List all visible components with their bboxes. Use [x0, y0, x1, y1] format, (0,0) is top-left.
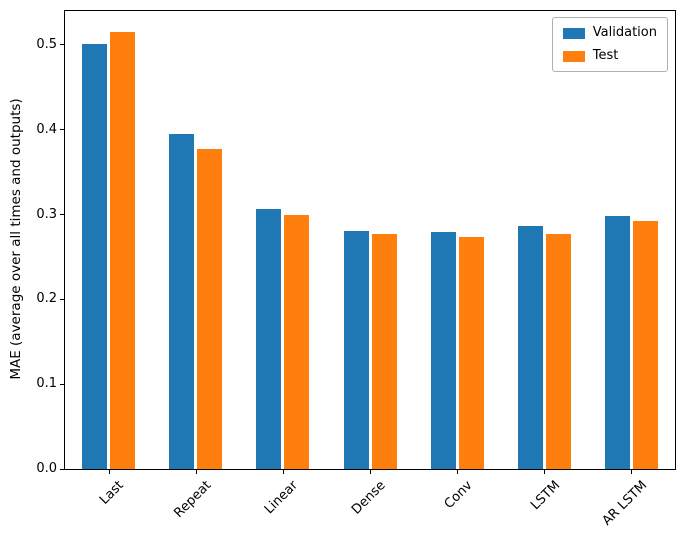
bar-validation-linear — [256, 209, 282, 469]
x-tick-mark — [108, 470, 110, 474]
x-tick-mark — [195, 470, 197, 474]
x-tick-mark — [544, 470, 546, 474]
x-tick-label: Conv — [441, 478, 476, 512]
bar-test-lstm — [545, 234, 571, 469]
legend: Validation Test — [551, 17, 668, 72]
y-tick-label: 0.2 — [36, 291, 57, 307]
legend-swatch-validation — [562, 27, 585, 39]
bar-validation-conv — [430, 231, 456, 469]
plot-area: Validation Test — [64, 10, 676, 470]
y-tick-label: 0.3 — [36, 206, 57, 222]
bar-test-conv — [458, 236, 484, 469]
x-tick-label: Repeat — [171, 478, 215, 521]
bar-validation-last — [82, 44, 108, 469]
legend-item: Test — [562, 48, 657, 63]
legend-item: Validation — [562, 25, 657, 40]
y-tick-mark — [60, 214, 64, 216]
x-tick-label: AR LSTM — [599, 478, 651, 529]
x-tick-mark — [631, 470, 633, 474]
x-tick-label: Last — [97, 478, 128, 508]
bar-test-dense — [371, 234, 397, 469]
x-tick-label: Linear — [262, 478, 302, 518]
bar-test-linear — [284, 215, 310, 469]
x-tick-mark — [457, 470, 459, 474]
y-tick-mark — [60, 383, 64, 385]
y-tick-label: 0.0 — [36, 461, 57, 476]
y-tick-mark — [60, 298, 64, 300]
bar-test-repeat — [197, 149, 223, 469]
legend-swatch-test — [562, 50, 585, 62]
x-tick-mark — [370, 470, 371, 474]
legend-label: Validation — [592, 25, 657, 40]
y-tick-label: 0.1 — [36, 376, 57, 392]
bar-validation-ar-lstm — [604, 216, 630, 469]
bar-test-ar-lstm — [632, 221, 658, 469]
x-tick-mark — [282, 470, 284, 474]
y-tick-label: 0.5 — [36, 36, 57, 52]
bar-validation-repeat — [169, 133, 195, 469]
y-tick-mark — [60, 468, 64, 470]
bar-test-last — [110, 32, 136, 469]
legend-label: Test — [592, 48, 619, 63]
x-tick-label: Dense — [348, 478, 389, 518]
y-tick-mark — [60, 44, 64, 46]
y-tick-mark — [60, 129, 64, 131]
bar-validation-dense — [343, 230, 369, 469]
y-tick-label: 0.4 — [36, 121, 57, 137]
y-axis-label: MAE (average over all times and outputs) — [8, 98, 24, 380]
bar-validation-lstm — [517, 226, 543, 469]
x-tick-label: LSTM — [527, 478, 563, 514]
